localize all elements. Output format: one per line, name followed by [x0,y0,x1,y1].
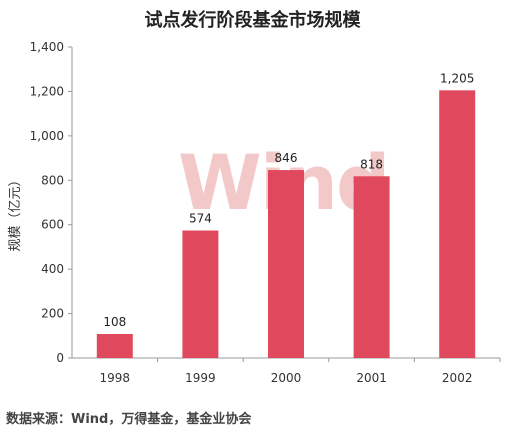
bar [182,230,219,358]
x-tick-label: 2000 [271,371,302,385]
source-note: 数据来源：Wind，万得基金，基金业协会 [6,412,252,427]
y-tick-label: 800 [41,173,64,187]
bar [353,176,390,358]
y-tick-label: 200 [41,307,64,321]
y-axis-title: 规模（亿元） [8,173,23,251]
bar [439,90,476,358]
y-tick-label: 1,200 [30,84,64,98]
data-label: 818 [360,157,383,171]
y-tick-label: 600 [41,218,64,232]
data-label: 1,205 [440,71,474,85]
data-label: 574 [189,211,212,225]
chart-title: 试点发行阶段基金市场规模 [144,10,361,31]
x-tick-label: 1999 [185,371,216,385]
y-tick-label: 1,400 [30,40,64,54]
x-tick-label: 2001 [356,371,387,385]
bar [268,170,304,358]
x-tick-label: 2002 [442,371,473,385]
bar [96,334,133,358]
x-tick-label: 1998 [100,371,131,385]
data-label: 846 [275,151,298,165]
y-tick-label: 0 [56,351,64,365]
data-label: 108 [103,315,126,329]
y-tick-label: 400 [41,262,64,276]
y-tick-label: 1,000 [30,129,64,143]
